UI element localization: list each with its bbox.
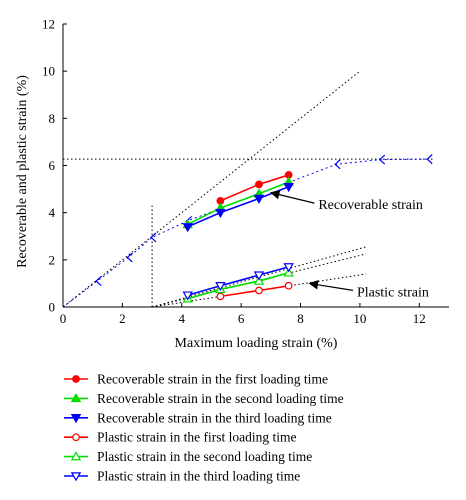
series-6 <box>182 263 294 301</box>
extrapolated-point <box>378 154 386 165</box>
y-tick-label: 6 <box>49 158 56 173</box>
data-point <box>255 286 263 295</box>
legend-marker <box>70 414 82 424</box>
data-point <box>253 271 265 281</box>
y-tick-label: 4 <box>49 205 56 220</box>
legend: Recoverable strain in the first loading … <box>64 372 344 484</box>
x-axis-title: Maximum loading strain (%) <box>175 336 338 351</box>
x-tick-label: 10 <box>353 311 366 326</box>
plot-frame <box>62 24 449 308</box>
annotation-arrow <box>269 189 315 204</box>
series-4 <box>216 281 293 301</box>
series-2 <box>182 176 294 229</box>
extrapolated-point <box>150 232 157 243</box>
annotation-label: Recoverable strain <box>318 198 423 213</box>
legend-entry: Recoverable strain in the first loading … <box>97 372 328 387</box>
legend-entry: Recoverable strain in the second loading… <box>97 391 344 406</box>
annotation-arrow <box>308 280 354 291</box>
data-point <box>216 292 225 301</box>
y-axis-title: Recoverable and plastic strain (%) <box>15 75 30 268</box>
data-point <box>215 208 226 219</box>
x-tick-label: 12 <box>413 311 426 326</box>
legend-marker <box>70 451 82 461</box>
x-tick-label: 0 <box>60 311 67 326</box>
data-point <box>182 291 193 301</box>
data-point <box>283 263 294 273</box>
data-point <box>182 223 193 233</box>
x-tick-label: 8 <box>297 311 304 326</box>
y-tick-label: 12 <box>42 17 55 32</box>
x-tick-label: 2 <box>119 311 126 326</box>
series-line <box>187 272 289 300</box>
extrapolated-point <box>334 159 341 170</box>
data-point <box>215 282 226 292</box>
legend-marker <box>72 375 80 383</box>
legend-entry: Recoverable strain in the third loading … <box>97 410 332 425</box>
annotations: Recoverable strain Plastic strain <box>269 189 429 300</box>
x-tick-label: 6 <box>238 311 245 326</box>
legend-entry: Plastic strain in the third loading time <box>97 469 300 484</box>
series-5 <box>182 267 294 303</box>
legend-entry: Plastic strain in the second loading tim… <box>97 449 312 464</box>
legend-marker <box>72 433 80 442</box>
data-point <box>255 180 263 189</box>
y-tick-label: 8 <box>49 111 56 126</box>
data-point <box>283 182 294 193</box>
y-tick-label: 10 <box>42 64 55 79</box>
extrapolated-point <box>426 154 433 165</box>
y-tick-label: 0 <box>49 300 56 315</box>
legend-marker <box>70 392 82 403</box>
x-tick-label: 4 <box>179 311 186 326</box>
guide-line <box>62 70 361 308</box>
annotation-label: Plastic strain <box>357 285 429 300</box>
extrapolated-point <box>95 276 102 287</box>
data-point <box>253 194 265 204</box>
legend-marker <box>70 472 82 482</box>
data-point <box>284 281 293 290</box>
extrapolated-point <box>126 252 133 263</box>
series-line <box>187 181 289 226</box>
series-3 <box>182 182 294 233</box>
series-1 <box>216 171 293 205</box>
series-line <box>187 266 289 296</box>
legend-entry: Plastic strain in the first loading time <box>97 430 296 445</box>
data-series <box>62 154 433 308</box>
y-tick-label: 2 <box>49 252 56 267</box>
axis-ticks: 0 2 4 6 8 10 12 0 2 4 6 8 10 12 <box>42 17 426 327</box>
